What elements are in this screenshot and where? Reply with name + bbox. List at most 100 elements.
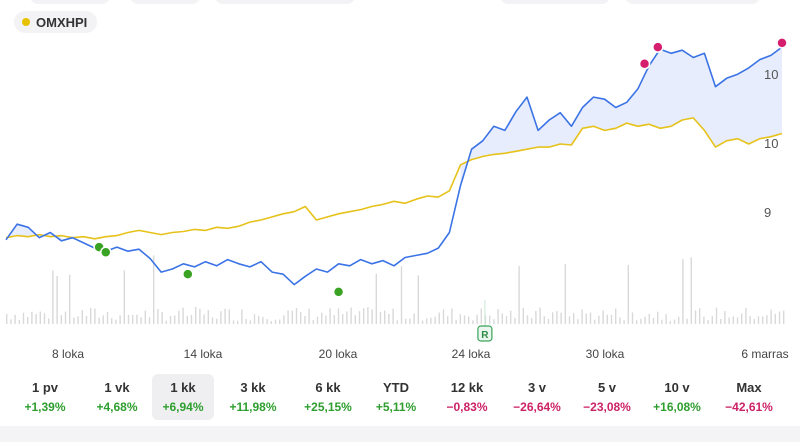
volume-bar [287,310,289,324]
volume-bar [144,310,146,324]
period-button-3-v[interactable]: 3 v −26,64% [506,374,568,420]
volume-bar [81,310,83,324]
volume-bar [585,313,587,324]
volume-bars [6,255,785,324]
volume-bar [497,309,499,324]
volume-bar [400,266,403,324]
top-tab[interactable] [215,0,355,4]
volume-bar [577,319,579,324]
volume-bar [321,312,323,324]
top-tab[interactable] [30,0,110,4]
volume-bar [741,313,743,324]
volume-bar [358,311,361,324]
period-label: 3 kk [240,380,266,395]
line-series [5,46,783,286]
volume-bar [707,320,709,324]
volume-bar [514,317,516,324]
volume-bar [342,314,344,324]
volume-bar [405,318,407,324]
volume-bar [652,318,655,324]
volume-bar [421,320,424,324]
volume-bar [253,314,256,324]
period-button-1-pv[interactable]: 1 pv +1,39% [14,374,76,420]
bottom-strip [0,426,800,442]
volume-bar [480,308,482,324]
period-change: +5,11% [375,400,417,414]
index-series-line [5,117,783,240]
volume-bar [539,307,541,324]
volume-bar [598,315,600,324]
period-button-ytd[interactable]: YTD +5,11% [365,374,427,420]
top-tab[interactable] [130,0,200,4]
period-button-1-vk[interactable]: 1 vk +4,68% [86,374,148,420]
price-chart: 9 10 10 8 loka 14 loka 20 loka 24 loka 30 loka… [5,37,789,361]
volume-bar [636,320,638,324]
volume-bar [581,309,583,324]
volume-bar [388,314,390,324]
volume-bar [699,308,701,324]
volume-bar [686,318,688,324]
period-change: −26,64% [513,400,561,414]
x-tick-label: 24 loka [452,347,491,361]
period-label: 12 kk [450,380,484,395]
annotation-badge [477,325,493,342]
volume-bar [531,318,533,324]
sell-marker [638,58,651,70]
period-change: +4,68% [96,400,138,414]
volume-bar [354,315,356,324]
volume-bar [720,319,722,324]
period-label: YTD [383,380,409,395]
period-change: −23,08% [583,400,631,414]
volume-bar [766,315,768,324]
period-label: 6 kk [315,380,341,395]
top-tab[interactable] [625,0,760,4]
volume-bar [6,314,8,324]
volume-bar [43,313,46,324]
period-label: 3 v [527,380,547,395]
period-button-1-kk[interactable]: 1 kk +6,94% [152,374,214,420]
volume-bar [573,313,575,324]
volume-bar [228,309,230,324]
top-tab[interactable] [500,0,610,4]
period-button-max[interactable]: Max −42,61% [718,374,780,420]
volume-bar [711,315,713,324]
volume-bar [300,312,302,324]
volume-bar [564,263,566,324]
period-selector: 1 pv +1,39% 1 vk +4,68% 1 kk +6,94% 3 kk +11,98… [0,372,800,424]
period-change: −0,83% [446,400,488,414]
volume-bar [98,317,100,324]
period-button-10-v[interactable]: 10 v +16,08% [646,374,708,420]
volume-bar [333,315,335,324]
volume-bar [438,312,440,324]
period-button-12-kk[interactable]: 12 kk −0,83% [436,374,498,420]
volume-bar [308,308,310,324]
period-label: 1 kk [170,380,196,395]
period-label: Max [736,380,762,395]
volume-bar [627,264,629,324]
volume-bar [279,319,281,324]
volume-bar [186,316,188,324]
volume-bar [174,315,176,324]
legend-chip-omxhpi[interactable]: OMXHPI [14,11,98,33]
volume-bar [77,316,79,324]
volume-bar [552,312,554,324]
x-tick-label: 8 loka [52,347,84,361]
period-button-5-v[interactable]: 5 v −23,08% [576,374,638,420]
volume-bar [732,316,734,324]
period-label: 5 v [597,380,617,395]
volume-bar [673,319,676,324]
volume-bar [220,311,222,324]
volume-bar [610,314,613,324]
period-change: +11,98% [229,400,277,414]
volume-bar [493,319,495,324]
buy-marker [100,246,112,259]
volume-bar [384,310,386,324]
volume-bar [690,257,692,324]
volume-bar [594,319,596,324]
volume-bar [258,316,260,324]
period-button-6-kk[interactable]: 6 kk +25,15% [297,374,359,420]
volume-bar [505,316,508,324]
period-button-3-kk[interactable]: 3 kk +11,98% [222,374,284,420]
volume-bar [753,319,755,324]
